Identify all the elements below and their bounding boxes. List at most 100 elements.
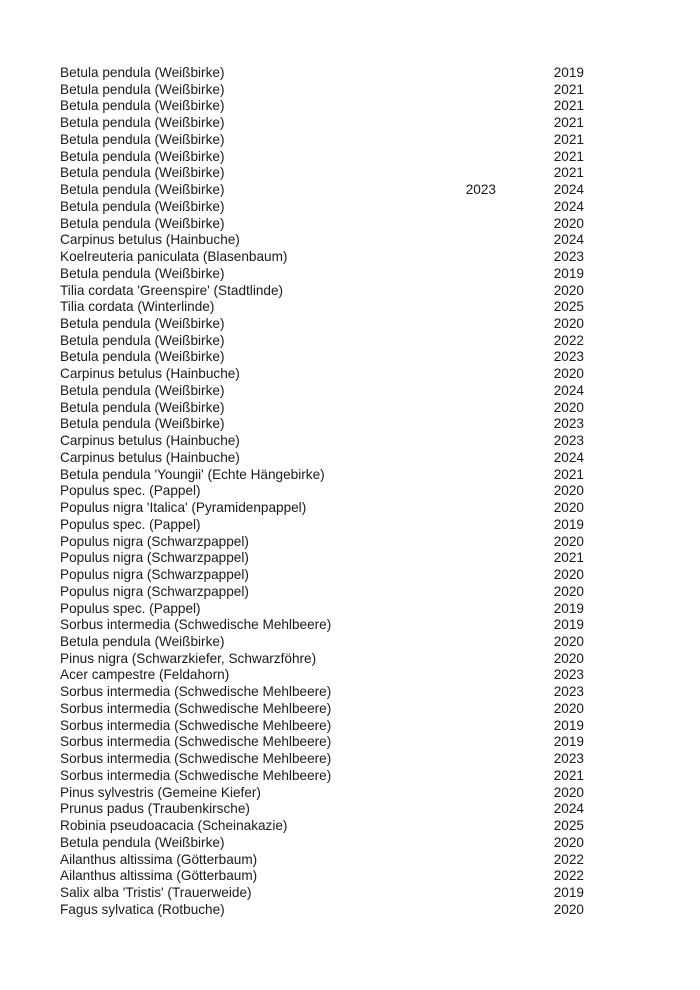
list-item: Betula pendula (Weißbirke) 2021: [60, 165, 584, 182]
year: 2023: [553, 249, 584, 265]
secondary-year: 2023: [465, 182, 496, 198]
species-name: Betula pendula (Weißbirke): [60, 148, 225, 164]
list-item: Betula pendula (Weißbirke) 2020: [60, 400, 584, 417]
species-name: Betula pendula (Weißbirke): [60, 131, 225, 147]
species-name: Betula pendula (Weißbirke): [60, 198, 225, 214]
species-name: Populus spec. (Pappel): [60, 600, 201, 616]
year: 2019: [553, 600, 584, 616]
list-item: Populus spec. (Pappel) 2019: [60, 517, 584, 534]
species-name: Sorbus intermedia (Schwedische Mehlbeere…: [60, 717, 332, 733]
species-name: Robinia pseudoacacia (Scheinakazie): [60, 818, 288, 834]
species-name: Sorbus intermedia (Schwedische Mehlbeere…: [60, 684, 332, 700]
year: 2022: [553, 851, 584, 867]
list-item: Betula pendula (Weißbirke) 2021: [60, 149, 584, 166]
species-name: Betula pendula (Weißbirke): [60, 332, 225, 348]
list-item: Populus spec. (Pappel) 2020: [60, 483, 584, 500]
year: 2021: [553, 98, 584, 114]
species-name: Acer campestre (Feldahorn): [60, 667, 230, 683]
tree-list: Betula pendula (Weißbirke) 2019 Betula pen…: [60, 65, 584, 918]
list-item: Betula pendula 'Youngii' (Echte Hängebir…: [60, 467, 584, 484]
list-item: Ailanthus altissima (Götterbaum) 2022: [60, 868, 584, 885]
year: 2024: [553, 801, 584, 817]
list-item: Sorbus intermedia (Schwedische Mehlbeere…: [60, 684, 584, 701]
list-item: Carpinus betulus (Hainbuche) 2024: [60, 232, 584, 249]
year: 2023: [553, 433, 584, 449]
year: 2021: [553, 165, 584, 181]
year: 2020: [553, 650, 584, 666]
list-item: Betula pendula (Weißbirke) 2024: [60, 199, 584, 216]
species-name: Betula pendula 'Youngii' (Echte Hängebir…: [60, 466, 325, 482]
year: 2020: [553, 500, 584, 516]
list-item: Pinus nigra (Schwarzkiefer, Schwarzföhre…: [60, 651, 584, 668]
species-name: Carpinus betulus (Hainbuche): [60, 449, 240, 465]
species-name: Pinus nigra (Schwarzkiefer, Schwarzföhre…: [60, 650, 317, 666]
species-name: Betula pendula (Weißbirke): [60, 165, 225, 181]
list-item: Populus nigra (Schwarzpappel) 2021: [60, 550, 584, 567]
year: 2020: [553, 483, 584, 499]
species-name: Populus nigra (Schwarzpappel): [60, 583, 249, 599]
list-item: Sorbus intermedia (Schwedische Mehlbeere…: [60, 718, 584, 735]
species-name: Sorbus intermedia (Schwedische Mehlbeere…: [60, 767, 332, 783]
year: 2021: [553, 115, 584, 131]
list-item: Betula pendula (Weißbirke) 2023: [60, 416, 584, 433]
list-item: Betula pendula (Weißbirke) 2020: [60, 634, 584, 651]
species-name: Betula pendula (Weißbirke): [60, 115, 225, 131]
species-name: Betula pendula (Weißbirke): [60, 834, 225, 850]
species-name: Carpinus betulus (Hainbuche): [60, 366, 240, 382]
year: 2019: [553, 516, 584, 532]
species-name: Ailanthus altissima (Götterbaum): [60, 851, 258, 867]
year: 2020: [553, 583, 584, 599]
list-item: Populus nigra 'Italica' (Pyramidenpappel…: [60, 500, 584, 517]
list-item: Betula pendula (Weißbirke) 2022: [60, 333, 584, 350]
list-item: Betula pendula (Weißbirke) 2021: [60, 82, 584, 99]
species-name: Populus nigra (Schwarzpappel): [60, 567, 249, 583]
species-name: Betula pendula (Weißbirke): [60, 265, 225, 281]
year: 2020: [553, 399, 584, 415]
list-item: Betula pendula (Weißbirke) 2019: [60, 65, 584, 82]
list-item: Sorbus intermedia (Schwedische Mehlbeere…: [60, 768, 584, 785]
year: 2021: [553, 767, 584, 783]
list-item: Koelreuteria paniculata (Blasenbaum) 2023: [60, 249, 584, 266]
list-item: Fagus sylvatica (Rotbuche) 2020: [60, 902, 584, 919]
list-item: Sorbus intermedia (Schwedische Mehlbeere…: [60, 701, 584, 718]
year: 2020: [553, 533, 584, 549]
list-item: Ailanthus altissima (Götterbaum) 2022: [60, 852, 584, 869]
list-item: Salix alba 'Tristis' (Trauerweide) 2019: [60, 885, 584, 902]
species-name: Populus spec. (Pappel): [60, 483, 201, 499]
year: 2020: [553, 700, 584, 716]
year: 2019: [553, 265, 584, 281]
year: 2025: [553, 818, 584, 834]
list-item: Betula pendula (Weißbirke) 2023: [60, 349, 584, 366]
species-name: Tilia cordata 'Greenspire' (Stadtlinde): [60, 282, 284, 298]
list-item: Betula pendula (Weißbirke) 2023 2024: [60, 182, 584, 199]
year: 2024: [553, 198, 584, 214]
year: 2021: [553, 466, 584, 482]
list-item: Populus nigra (Schwarzpappel) 2020: [60, 534, 584, 551]
species-name: Betula pendula (Weißbirke): [60, 81, 225, 97]
year: 2019: [553, 717, 584, 733]
list-item: Betula pendula (Weißbirke) 2020: [60, 216, 584, 233]
species-name: Fagus sylvatica (Rotbuche): [60, 901, 225, 917]
list-item: Betula pendula (Weißbirke) 2024: [60, 383, 584, 400]
species-name: Sorbus intermedia (Schwedische Mehlbeere…: [60, 751, 332, 767]
year: 2019: [553, 65, 584, 80]
species-name: Sorbus intermedia (Schwedische Mehlbeere…: [60, 617, 332, 633]
year: 2023: [553, 751, 584, 767]
year: 2020: [553, 215, 584, 231]
species-name: Koelreuteria paniculata (Blasenbaum): [60, 249, 288, 265]
year: 2023: [553, 684, 584, 700]
species-name: Betula pendula (Weißbirke): [60, 349, 225, 365]
species-name: Betula pendula (Weißbirke): [60, 182, 225, 198]
year: 2023: [553, 349, 584, 365]
year: 2023: [553, 416, 584, 432]
list-item: Populus nigra (Schwarzpappel) 2020: [60, 584, 584, 601]
species-name: Prunus padus (Traubenkirsche): [60, 801, 250, 817]
list-item: Prunus padus (Traubenkirsche) 2024: [60, 801, 584, 818]
species-name: Carpinus betulus (Hainbuche): [60, 433, 240, 449]
list-item: Populus nigra (Schwarzpappel) 2020: [60, 567, 584, 584]
year: 2020: [553, 784, 584, 800]
year: 2019: [553, 617, 584, 633]
species-name: Betula pendula (Weißbirke): [60, 382, 225, 398]
species-name: Populus nigra (Schwarzpappel): [60, 533, 249, 549]
year: 2020: [553, 282, 584, 298]
